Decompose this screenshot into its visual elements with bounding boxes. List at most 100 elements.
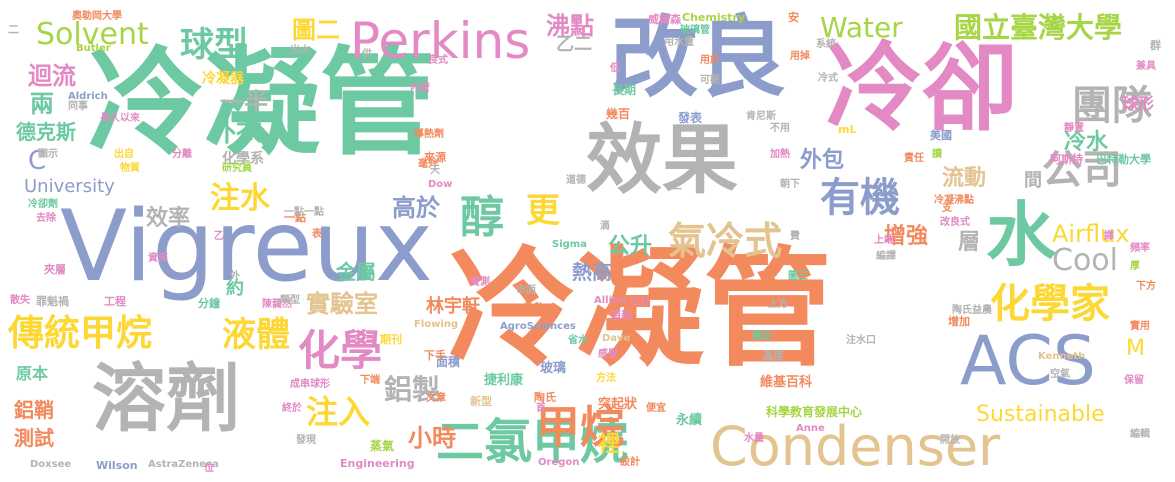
cloud-word: 傳統甲烷 <box>8 313 153 354</box>
cloud-word: 阿斯特 <box>1050 153 1083 166</box>
cloud-word: 威爾森 <box>648 13 681 26</box>
cloud-word: 金屬 <box>336 260 376 284</box>
cloud-word: Doxsee <box>30 459 72 470</box>
cloud-word: 約 <box>226 278 244 299</box>
cloud-word: 二 <box>8 23 19 36</box>
cloud-word: Cool <box>1052 243 1118 278</box>
cloud-word: 便宜 <box>646 403 666 414</box>
cloud-word: 頻率 <box>1130 243 1150 254</box>
cloud-word: 維基百科 <box>760 375 813 390</box>
cloud-word: 加熱 <box>770 149 790 160</box>
cloud-word: 化學系 <box>222 151 264 167</box>
cloud-word: 蒸氣 <box>370 439 395 453</box>
cloud-word: AstraZeneca <box>148 459 219 470</box>
cloud-word: 林宇軒 <box>426 296 480 317</box>
cloud-word: 外包 <box>800 148 845 173</box>
cloud-word: 表 <box>312 229 322 240</box>
cloud-word: Vigreux <box>60 190 433 304</box>
cloud-word: 裡 <box>598 432 621 457</box>
cloud-word: 供 <box>362 49 372 60</box>
cloud-word: 冷凝管 <box>88 36 436 171</box>
cloud-word: University <box>24 176 115 197</box>
cloud-word: 熱高 <box>572 260 612 284</box>
cloud-word: 液體 <box>222 315 290 355</box>
cloud-word: 面積 <box>436 355 461 369</box>
cloud-word: 方法 <box>596 373 616 384</box>
cloud-word: 鋁鞘 <box>14 398 54 422</box>
cloud-word: 滴 <box>600 221 610 232</box>
cloud-word: 資深 <box>148 253 168 264</box>
cloud-word: 去除 <box>36 213 56 224</box>
cloud-word: 研究員 <box>222 163 252 174</box>
cloud-word: mL <box>838 123 857 136</box>
cloud-word: 設計 <box>620 457 640 468</box>
cloud-word: 實測 <box>470 277 490 288</box>
cloud-word: 溫度 <box>762 349 784 362</box>
cloud-word: 顯示 <box>38 149 58 160</box>
cloud-word: 下手 <box>424 349 446 362</box>
cloud-word: 高於 <box>392 194 440 222</box>
cloud-word: Perkins <box>350 12 531 70</box>
cloud-word: 責任 <box>904 153 924 164</box>
cloud-word: 化學家 <box>990 281 1110 327</box>
cloud-word: 水量 <box>744 433 764 444</box>
cloud-word: 來源 <box>424 151 446 164</box>
cloud-word: 長久以來 <box>100 113 140 124</box>
cloud-word: Dow <box>428 179 453 190</box>
cloud-word: 幾百 <box>606 107 631 121</box>
cloud-word: 毫升 <box>418 159 438 170</box>
cloud-word: 外衣 <box>210 118 263 148</box>
cloud-word: 公司 <box>1042 147 1122 193</box>
cloud-word: Flowing <box>414 319 459 330</box>
cloud-word: 開放 <box>940 435 960 446</box>
cloud-word: 冷式 <box>818 73 838 84</box>
cloud-word: 下方 <box>1136 281 1156 292</box>
cloud-word: 陶氏益農 <box>952 305 992 316</box>
cloud-word: 期刊 <box>380 333 402 346</box>
cloud-word: 道德 <box>566 175 586 186</box>
cloud-word: 用水量 <box>664 37 694 48</box>
cloud-word: 出水 <box>290 45 310 56</box>
cloud-word: 穩定 <box>752 331 772 342</box>
cloud-word: 用於 <box>700 55 720 66</box>
cloud-word: 可觀 <box>700 75 720 86</box>
cloud-word: 肯尼斯 <box>746 111 776 122</box>
cloud-word: 編譯 <box>876 251 896 262</box>
cloud-word: 公分 <box>630 297 650 308</box>
cloud-word: 國立臺灣大學 <box>954 11 1123 44</box>
cloud-word: Dave <box>602 333 631 344</box>
cloud-word: 文章 <box>426 393 446 404</box>
cloud-word: 三 <box>672 181 682 192</box>
cloud-word: 靜置 <box>1064 123 1084 134</box>
cloud-word: 奧勒岡大學 <box>72 11 122 22</box>
cloud-word: 有機 <box>820 175 900 221</box>
cloud-word: 分離 <box>172 149 192 160</box>
cloud-word: 內管 <box>410 83 430 94</box>
cloud-word: 成串球形 <box>290 379 330 390</box>
cloud-word: 圖三 <box>788 271 808 282</box>
cloud-word: 水 <box>986 194 1056 276</box>
cloud-word: 編輯 <box>1130 429 1150 440</box>
cloud-word: 陳藹然 <box>262 299 292 310</box>
cloud-word: 注水口 <box>846 335 876 346</box>
cloud-word: Butler <box>76 43 111 54</box>
cloud-word: 天 <box>430 165 440 176</box>
cloud-word: 乙二 <box>556 34 592 55</box>
cloud-word: 鋁製 <box>384 373 441 406</box>
cloud-word: 圖二 <box>292 16 340 44</box>
cloud-word: 捷利康 <box>484 373 524 388</box>
cloud-word: 乙 <box>214 231 224 242</box>
cloud-word: 位 <box>204 463 214 474</box>
cloud-word: Sigma <box>552 239 587 250</box>
cloud-word: 科學教育發展中心 <box>766 405 863 419</box>
cloud-word: 出自 <box>114 149 134 160</box>
cloud-word: 類型 <box>280 295 300 306</box>
cloud-word: 新型 <box>470 395 492 408</box>
cloud-word: 效率 <box>146 206 191 231</box>
cloud-word: 讀 <box>932 149 942 160</box>
cloud-word: 外 <box>230 271 240 282</box>
cloud-word: 市面 <box>516 285 536 296</box>
cloud-word: 二氯甲烷 <box>436 414 629 470</box>
cloud-word: 上端 <box>874 235 894 246</box>
